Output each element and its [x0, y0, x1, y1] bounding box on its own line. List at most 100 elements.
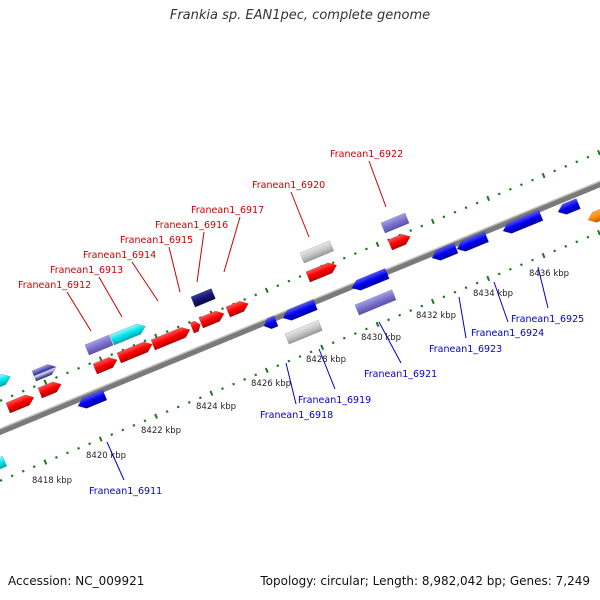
forward-gene-label[interactable]: Franean1_6916 — [155, 220, 228, 231]
gene-feature[interactable] — [0, 455, 8, 474]
tick-mark — [32, 465, 36, 469]
forward-gene-label[interactable]: Franean1_6917 — [191, 205, 264, 216]
gene-feature[interactable] — [92, 355, 119, 375]
gene-feature[interactable] — [262, 315, 279, 331]
reverse-gene-label[interactable]: Franean1_6925 — [511, 314, 584, 325]
reverse-tick-track — [0, 229, 600, 482]
tick-mark — [187, 320, 191, 324]
callout-line — [98, 276, 123, 318]
tick-mark — [331, 261, 335, 265]
gene-feature[interactable] — [387, 232, 413, 251]
forward-gene-label[interactable]: Franean1_6920 — [252, 180, 325, 191]
tick-mark — [519, 183, 523, 187]
callout-line — [196, 231, 205, 283]
tick-mark — [586, 155, 590, 159]
tick-mark — [254, 373, 258, 377]
gene-feature[interactable] — [225, 299, 251, 318]
kbp-label: 8426 kbp — [251, 379, 291, 389]
gene-arrow — [37, 381, 62, 399]
tick-mark — [287, 359, 291, 363]
reverse-gene-label[interactable]: Franean1_6921 — [364, 369, 437, 380]
tick-mark — [486, 195, 491, 202]
gene-feature[interactable] — [37, 379, 63, 399]
callout-line — [66, 291, 92, 332]
callout-line — [378, 321, 402, 364]
tick-mark — [564, 164, 568, 168]
tick-mark — [276, 364, 280, 368]
gene-feature[interactable] — [380, 212, 410, 234]
tick-mark — [66, 371, 69, 375]
tick-mark — [88, 442, 92, 446]
gene-feature[interactable] — [350, 268, 390, 293]
kbp-label: 8418 kbp — [32, 476, 72, 486]
tick-mark — [320, 344, 325, 351]
gene-arrow — [299, 240, 335, 264]
forward-gene-label[interactable]: Franean1_6912 — [18, 280, 91, 291]
reverse-gene-label[interactable]: Franean1_6911 — [89, 486, 162, 497]
kbp-label: 8432 kbp — [416, 311, 456, 321]
tick-mark — [342, 336, 346, 340]
gene-feature[interactable] — [198, 308, 226, 329]
callout-line — [106, 441, 125, 481]
gene-arrow — [109, 323, 146, 346]
gene-feature[interactable] — [430, 242, 459, 263]
tick-mark — [32, 385, 36, 389]
gene-feature[interactable] — [76, 389, 108, 411]
tick-mark — [398, 313, 402, 317]
gene-feature[interactable] — [190, 288, 216, 308]
gene-feature[interactable] — [455, 231, 490, 254]
gene-feature[interactable] — [284, 319, 323, 345]
forward-gene-label[interactable]: Franean1_6915 — [120, 235, 193, 246]
gene-feature[interactable] — [5, 392, 36, 414]
forward-gene-label[interactable]: Franean1_6922 — [330, 149, 403, 160]
tick-mark — [353, 252, 357, 255]
gene-feature[interactable] — [116, 339, 154, 364]
reverse-gene-label[interactable]: Franean1_6924 — [471, 328, 544, 339]
kbp-label: 8436 kbp — [529, 269, 569, 279]
gene-arrow — [263, 315, 279, 330]
gene-feature[interactable] — [299, 240, 335, 264]
callout-line — [493, 281, 509, 323]
gene-feature[interactable] — [281, 299, 318, 324]
gene-feature[interactable] — [305, 260, 339, 283]
gene-feature[interactable] — [150, 325, 192, 351]
tick-mark — [221, 387, 224, 391]
tick-mark — [43, 459, 48, 465]
gene-arrow — [31, 364, 57, 382]
tick-mark — [154, 413, 158, 419]
gene-arrow — [77, 389, 108, 409]
gene-feature[interactable] — [84, 334, 114, 356]
gene-arrow — [387, 233, 411, 251]
gene-feature[interactable] — [0, 372, 12, 391]
gene-arrow — [305, 262, 338, 283]
gene-feature[interactable] — [354, 289, 397, 316]
tick-mark — [541, 172, 546, 179]
tick-mark — [508, 187, 512, 191]
reverse-gene-label[interactable]: Franean1_6919 — [298, 395, 371, 406]
gene-feature[interactable] — [189, 319, 203, 334]
tick-mark — [575, 240, 579, 244]
gene-feature[interactable] — [31, 362, 58, 382]
tick-mark — [342, 256, 346, 260]
gene-feature[interactable] — [556, 198, 581, 218]
genome-summary-text: Topology: circular; Length: 8,982,042 bp… — [260, 574, 590, 588]
tick-mark — [409, 229, 413, 233]
tick-mark — [575, 160, 579, 164]
gene-feature[interactable] — [586, 206, 600, 225]
forward-gene-label[interactable]: Franean1_6913 — [50, 265, 123, 276]
gene-arrow — [116, 341, 153, 364]
tick-mark — [198, 396, 202, 400]
tick-mark — [0, 398, 3, 402]
gene-arrow — [0, 455, 8, 474]
reverse-gene-label[interactable]: Franean1_6918 — [260, 410, 333, 421]
kbp-label: 8424 kbp — [196, 402, 236, 412]
forward-gene-label[interactable]: Franean1_6914 — [83, 250, 156, 261]
reverse-gene-label[interactable]: Franean1_6923 — [429, 344, 502, 355]
gene-arrow — [456, 231, 490, 252]
tick-mark — [420, 224, 424, 228]
gene-feature[interactable] — [501, 209, 544, 236]
callout-line — [318, 348, 336, 390]
gene-feature[interactable] — [109, 321, 147, 346]
gene-arrow — [84, 334, 114, 356]
callout-line — [285, 362, 297, 405]
